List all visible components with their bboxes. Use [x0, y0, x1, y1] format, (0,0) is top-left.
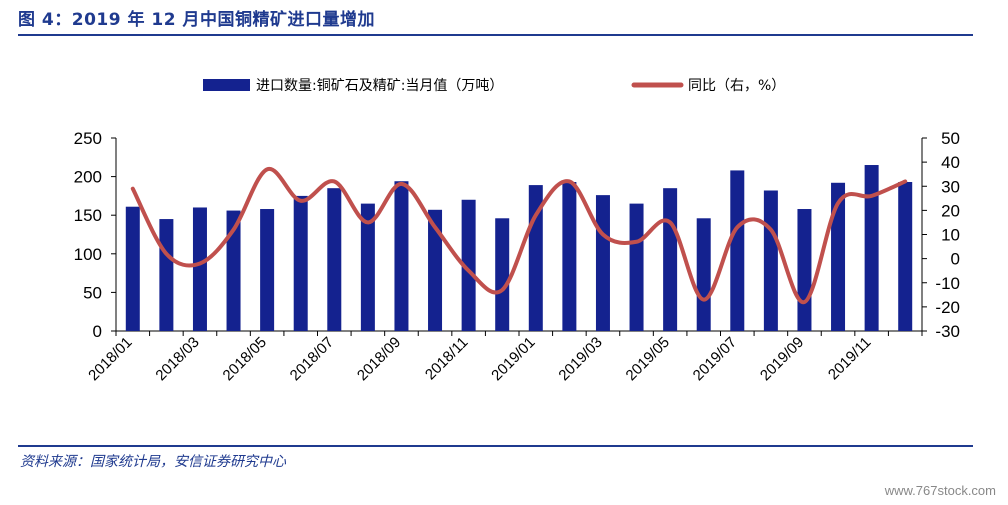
- y-right-tick-label: 50: [941, 129, 960, 148]
- x-tick-label: 2019/01: [488, 334, 538, 384]
- yoy-point: [367, 221, 369, 223]
- legend-bar-swatch: [203, 79, 250, 91]
- y-right-tick-label: -10: [935, 274, 960, 293]
- yoy-point: [501, 289, 503, 291]
- bar: [797, 209, 812, 331]
- legend: 进口数量:铜矿石及精矿:当月值（万吨） 同比（右，%）: [203, 78, 785, 94]
- footer-divider: [18, 445, 973, 447]
- y-right-tick-label: -30: [935, 322, 960, 341]
- bar: [663, 188, 678, 331]
- bar: [831, 182, 846, 331]
- y-right-tick-label: 30: [941, 177, 960, 196]
- y-left-tick-label: 200: [74, 168, 102, 187]
- legend-line-label: 同比（右，%）: [688, 78, 785, 94]
- yoy-point: [233, 229, 235, 231]
- bar: [159, 219, 174, 331]
- yoy-point: [568, 180, 570, 182]
- x-tick-label: 2018/03: [152, 334, 202, 384]
- x-tick-label: 2019/11: [825, 334, 875, 384]
- bar: [864, 165, 879, 331]
- yoy-point: [703, 299, 705, 301]
- bar-series: [125, 165, 913, 331]
- yoy-point: [602, 234, 604, 235]
- bar: [461, 199, 476, 331]
- y-right-tick-label: -20: [935, 298, 960, 317]
- bar: [293, 195, 308, 331]
- bar: [394, 181, 409, 331]
- yoy-point: [803, 301, 805, 303]
- watermark: www.767stock.com: [884, 483, 996, 498]
- yoy-point: [736, 226, 738, 228]
- yoy-point: [636, 241, 638, 243]
- chart-svg: 进口数量:铜矿石及精矿:当月值（万吨） 同比（右，%） 050100150200…: [74, 78, 960, 384]
- x-tick-label: 2019/09: [757, 334, 807, 384]
- yoy-point: [871, 195, 873, 197]
- y-left-tick-label: 250: [74, 129, 102, 148]
- bar: [125, 206, 140, 331]
- yoy-point: [333, 180, 335, 182]
- yoy-line: [130, 167, 908, 305]
- yoy-point: [266, 168, 268, 170]
- figure-title: 图 4：2019 年 12 月中国铜精矿进口量增加: [18, 10, 375, 30]
- y-left-tick-label: 50: [83, 283, 102, 302]
- yoy-point: [669, 221, 671, 223]
- yoy-point: [434, 226, 436, 228]
- y-right-tick-label: 20: [941, 201, 960, 220]
- bar: [327, 188, 342, 331]
- source-note: 资料来源：国家统计局，安信证券研究中心: [20, 454, 286, 470]
- x-tick-label: 2018/09: [354, 334, 404, 384]
- yoy-point: [770, 229, 772, 231]
- legend-bar-label: 进口数量:铜矿石及精矿:当月值（万吨）: [256, 78, 503, 94]
- yoy-point: [837, 202, 839, 204]
- yoy-point: [165, 253, 167, 255]
- y-left-tick-label: 100: [74, 245, 102, 264]
- y-right-tick-label: 40: [941, 153, 960, 172]
- bar: [629, 203, 644, 331]
- bar: [763, 190, 778, 331]
- yoy-point: [535, 214, 537, 216]
- bar: [360, 203, 375, 331]
- y-left-tick-label: 0: [93, 322, 102, 341]
- x-tick-label: 2019/03: [555, 334, 605, 384]
- bar: [226, 210, 241, 331]
- yoy-point: [904, 180, 906, 182]
- bar: [562, 182, 577, 331]
- y-right-tick-label: 10: [941, 226, 960, 245]
- x-tick-label: 2018/11: [422, 334, 472, 384]
- x-tick-label: 2018/07: [287, 334, 337, 384]
- bar: [898, 182, 913, 331]
- yoy-point: [300, 200, 302, 202]
- x-tick-label: 2019/05: [623, 334, 673, 384]
- bar: [595, 195, 610, 331]
- title-divider: [18, 34, 973, 36]
- bar: [428, 209, 443, 331]
- y-right-tick-label: 0: [951, 250, 960, 269]
- bar: [495, 218, 510, 331]
- y-left-tick-label: 150: [74, 206, 102, 225]
- yoy-point: [199, 262, 201, 264]
- x-tick-label: 2018/05: [220, 334, 270, 384]
- x-tick-label: 2019/07: [690, 334, 740, 384]
- bar: [696, 218, 711, 331]
- bar: [192, 207, 207, 331]
- x-tick-label: 2018/01: [85, 334, 135, 384]
- yoy-point: [400, 183, 402, 185]
- yoy-point: [132, 188, 134, 190]
- yoy-point: [468, 270, 470, 272]
- bar: [260, 209, 275, 331]
- bar: [730, 170, 745, 331]
- line-series: [130, 167, 908, 305]
